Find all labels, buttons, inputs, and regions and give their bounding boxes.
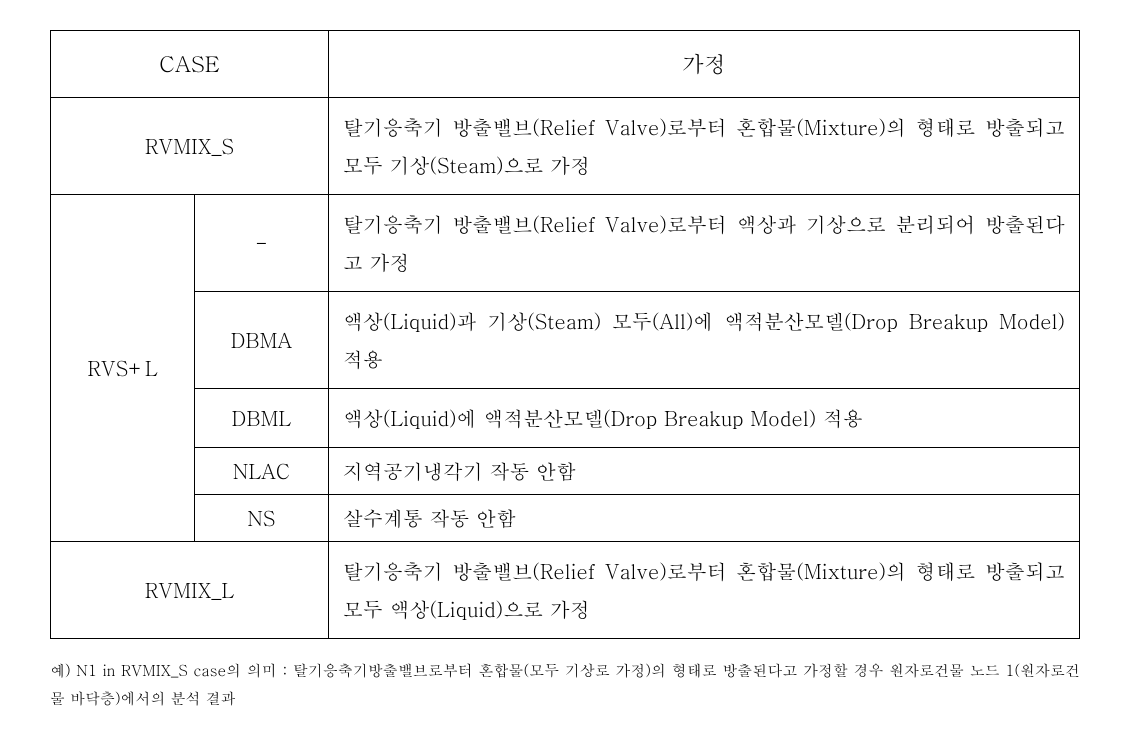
desc-rvmix-l: 탈기응축기 방출밸브(Relief Valve)로부터 혼합물(Mixture)… xyxy=(328,541,1079,638)
sub-nlac-desc: 지역공기냉각기 작동 안함 xyxy=(328,447,1079,494)
sub-dbma-desc: 액상(Liquid)과 기상(Steam) 모두(All)에 액적분산모델(Dr… xyxy=(328,291,1079,388)
sub-nlac-label: NLAC xyxy=(195,447,329,494)
row-rvsl-dash: RVS+L - 탈기응축기 방출밸브(Relief Valve)로부터 액상과 … xyxy=(51,194,1080,291)
header-assumption: 가정 xyxy=(328,31,1079,98)
case-rvsl: RVS+L xyxy=(51,194,195,541)
row-rvmix-s: RVMIX_S 탈기응축기 방출밸브(Relief Valve)로부터 혼합물(… xyxy=(51,97,1080,194)
case-table: CASE 가정 RVMIX_S 탈기응축기 방출밸브(Relief Valve)… xyxy=(50,30,1080,639)
sub-dbml-desc: 액상(Liquid)에 액적분산모델(Drop Breakup Model) 적… xyxy=(328,388,1079,447)
sub-dbma-label: DBMA xyxy=(195,291,329,388)
sub-dash-desc: 탈기응축기 방출밸브(Relief Valve)로부터 액상과 기상으로 분리되… xyxy=(328,194,1079,291)
row-rvmix-l: RVMIX_L 탈기응축기 방출밸브(Relief Valve)로부터 혼합물(… xyxy=(51,541,1080,638)
footnote: 예) N1 in RVMIX_S case의 의미 : 탈기응축기방출밸브로부터… xyxy=(50,657,1080,714)
case-rvmix-s: RVMIX_S xyxy=(51,97,329,194)
header-case: CASE xyxy=(51,31,329,98)
row-rvsl-dbma: DBMA 액상(Liquid)과 기상(Steam) 모두(All)에 액적분산… xyxy=(51,291,1080,388)
sub-ns-desc: 살수계통 작동 안함 xyxy=(328,494,1079,541)
row-rvsl-ns: NS 살수계통 작동 안함 xyxy=(51,494,1080,541)
desc-rvmix-s: 탈기응축기 방출밸브(Relief Valve)로부터 혼합물(Mixture)… xyxy=(328,97,1079,194)
sub-ns-label: NS xyxy=(195,494,329,541)
case-rvmix-l: RVMIX_L xyxy=(51,541,329,638)
sub-dbml-label: DBML xyxy=(195,388,329,447)
row-rvsl-dbml: DBML 액상(Liquid)에 액적분산모델(Drop Breakup Mod… xyxy=(51,388,1080,447)
table-header-row: CASE 가정 xyxy=(51,31,1080,98)
row-rvsl-nlac: NLAC 지역공기냉각기 작동 안함 xyxy=(51,447,1080,494)
sub-dash-label: - xyxy=(195,194,329,291)
